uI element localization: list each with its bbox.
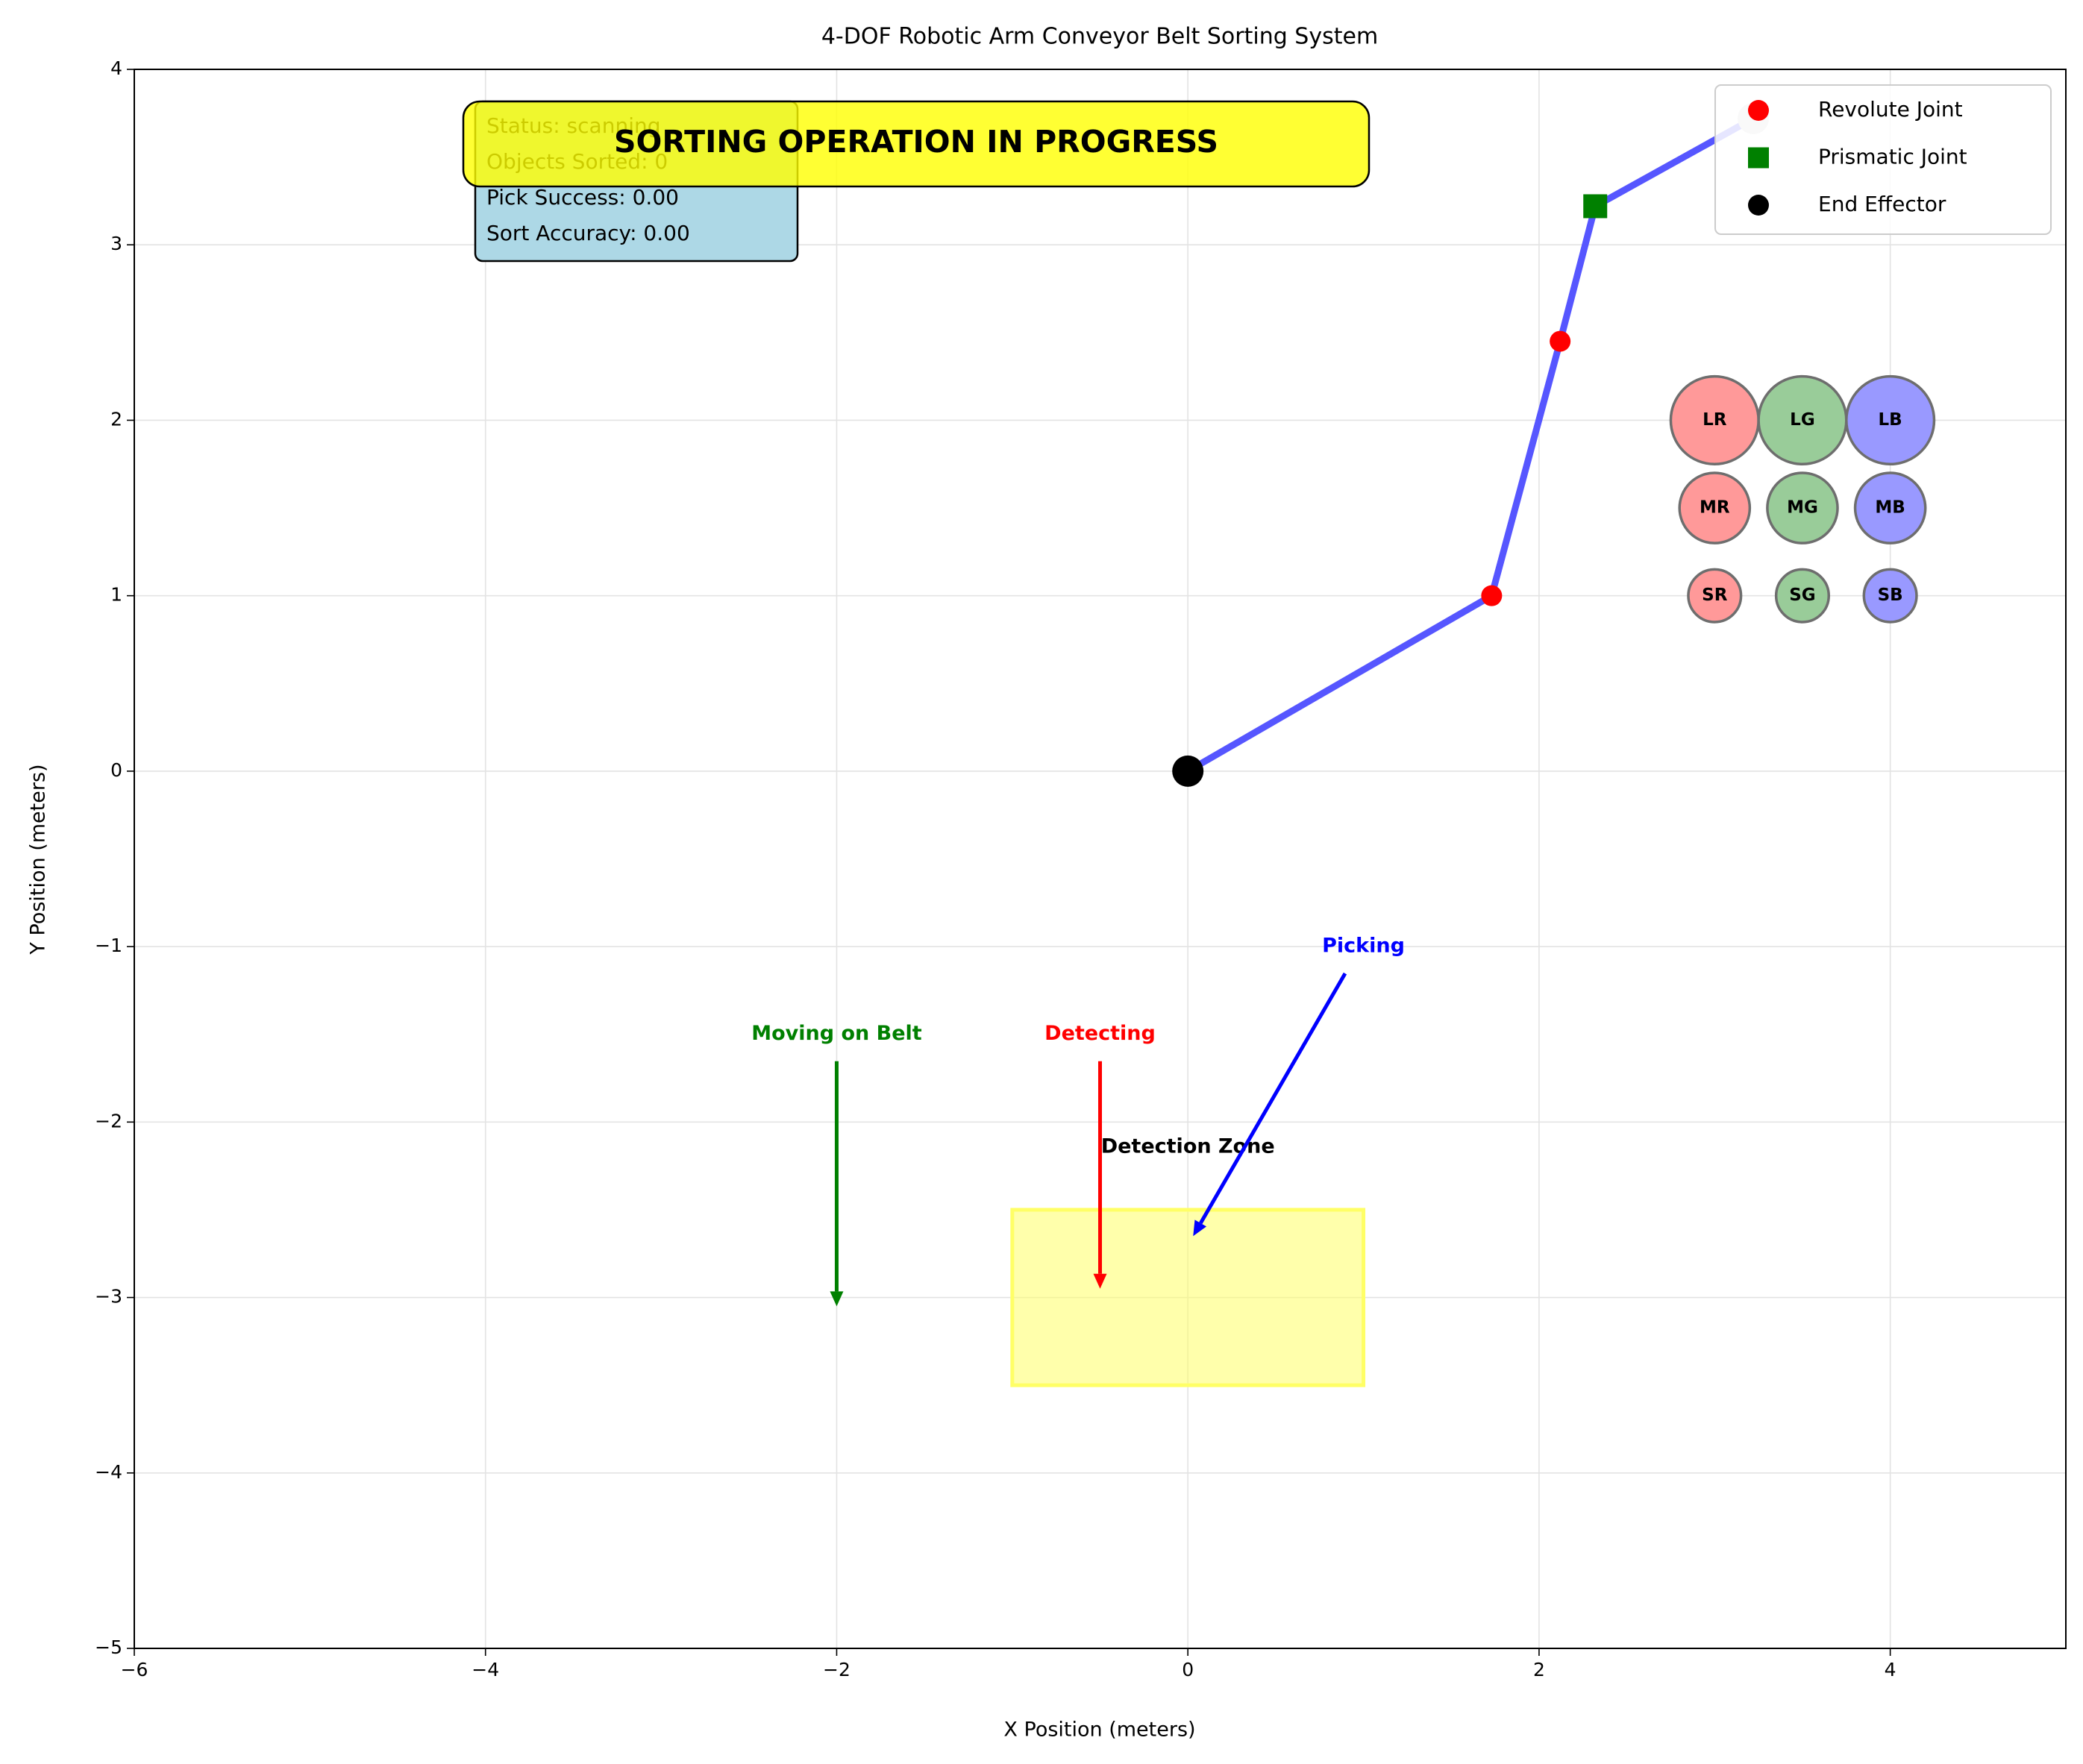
status-line: Sort Accuracy: 0.00 [486, 221, 690, 245]
y-tick-label: −5 [95, 1636, 122, 1658]
y-tick-label: −3 [95, 1286, 122, 1308]
x-tick-label: −4 [472, 1659, 499, 1680]
object-label: LG [1790, 410, 1815, 430]
object-label: SG [1789, 586, 1815, 605]
annotation-arrow [1199, 972, 1347, 1225]
object-label: MB [1875, 498, 1905, 518]
arrow-head [1193, 1220, 1207, 1237]
arrow-head [830, 1291, 844, 1307]
object-label: LR [1703, 410, 1727, 430]
object-label: MR [1700, 498, 1730, 518]
chart-title: 4-DOF Robotic Arm Conveyor Belt Sorting … [821, 24, 1378, 50]
legend-box [1714, 84, 2052, 235]
joint-marker [1583, 194, 1608, 219]
object-label: SR [1702, 586, 1728, 605]
joint-marker [1172, 755, 1204, 787]
y-tick-label: −4 [95, 1461, 122, 1483]
x-tick-label: 2 [1533, 1659, 1545, 1680]
y-tick-label: 4 [110, 57, 122, 79]
x-tick-label: −6 [121, 1659, 148, 1680]
y-tick-label: 3 [110, 233, 122, 254]
legend-label: End Effector [1818, 192, 1946, 216]
x-tick-label: 4 [1885, 1659, 1896, 1680]
y-tick-label: 2 [110, 408, 122, 430]
object-bubble [1862, 568, 1918, 624]
y-tick-label: −2 [95, 1110, 122, 1131]
object-bubble [1766, 471, 1839, 544]
annotation-label: Detecting [1044, 1022, 1156, 1045]
annotation-label: Picking [1322, 935, 1405, 958]
joint-marker [1550, 330, 1571, 352]
y-tick-label: 1 [110, 584, 122, 606]
axes-frame [134, 69, 2067, 1649]
x-tick-label: 0 [1182, 1659, 1194, 1680]
object-bubble [1774, 568, 1831, 624]
legend-marker [1748, 100, 1769, 121]
legend-label: Revolute Joint [1818, 97, 1963, 122]
detection-zone [1010, 1208, 1366, 1387]
object-label: SB [1878, 586, 1903, 605]
y-tick-label: 0 [110, 759, 122, 781]
annotation-label: Moving on Belt [751, 1022, 922, 1045]
y-axis-label: Y Position (meters) [27, 764, 50, 955]
object-bubble [1845, 374, 1936, 466]
legend-marker [1748, 195, 1769, 216]
object-bubble [1687, 568, 1743, 624]
y-tick-label: −1 [95, 935, 122, 956]
status-line: Pick Success: 0.00 [486, 185, 679, 210]
legend-label: Prismatic Joint [1818, 145, 1967, 169]
object-label: MG [1787, 498, 1818, 518]
x-tick-label: −2 [823, 1659, 851, 1680]
object-label: LB [1879, 410, 1902, 430]
object-bubble [1678, 471, 1752, 544]
object-bubble [1853, 471, 1927, 544]
x-axis-label: X Position (meters) [1003, 1719, 1195, 1742]
banner-box [462, 100, 1371, 188]
arrow-head [1093, 1273, 1107, 1289]
banner-text: SORTING OPERATION IN PROGRESS [614, 124, 1218, 160]
legend-marker [1748, 147, 1769, 169]
joint-marker [1481, 585, 1503, 606]
